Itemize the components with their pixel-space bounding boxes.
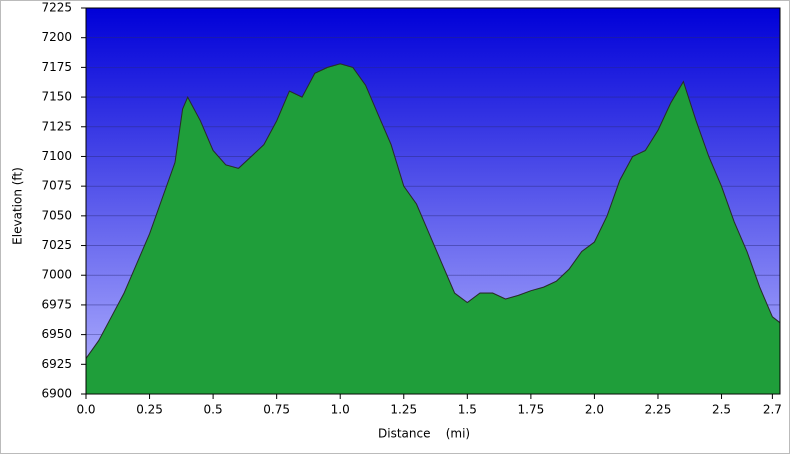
x-tick-label: 0.0 bbox=[76, 403, 95, 417]
x-tick-label: 2.7 bbox=[763, 403, 782, 417]
x-tick-label: 0.75 bbox=[263, 403, 290, 417]
x-tick-label: 1.75 bbox=[518, 403, 545, 417]
y-tick-label: 7100 bbox=[41, 149, 72, 163]
x-axis-label: Distance (mi) bbox=[378, 427, 470, 441]
x-tick-label: 2.5 bbox=[712, 403, 731, 417]
y-tick-label: 6950 bbox=[41, 327, 72, 341]
y-axis-label: Elevation (ft) bbox=[11, 167, 25, 245]
y-tick-label: 7075 bbox=[41, 179, 72, 193]
y-tick-label: 6925 bbox=[41, 357, 72, 371]
area-outline bbox=[85, 63, 781, 359]
y-tick-label: 7150 bbox=[41, 90, 72, 104]
x-tick-label: 1.0 bbox=[331, 403, 350, 417]
y-tick-label: 6975 bbox=[41, 297, 72, 311]
y-tick-label: 7025 bbox=[41, 238, 72, 252]
x-tick-label: 2.25 bbox=[645, 403, 672, 417]
x-tick-label: 0.25 bbox=[136, 403, 163, 417]
x-tick-label: 2.0 bbox=[585, 403, 604, 417]
y-tick-label: 7125 bbox=[41, 119, 72, 133]
y-tick-label: 7175 bbox=[41, 60, 72, 74]
y-tick-label: 7225 bbox=[41, 1, 72, 15]
area bbox=[86, 63, 780, 395]
y-tick-label: 6900 bbox=[41, 387, 72, 401]
plot-frame bbox=[85, 7, 781, 395]
x-tick-label: 1.25 bbox=[390, 403, 417, 417]
x-tick-label: 1.5 bbox=[458, 403, 477, 417]
y-tick-label: 7050 bbox=[41, 208, 72, 222]
y-tick-label: 7200 bbox=[41, 30, 72, 44]
x-tick-label: 0.5 bbox=[204, 403, 223, 417]
y-tick-label: 7000 bbox=[41, 268, 72, 282]
